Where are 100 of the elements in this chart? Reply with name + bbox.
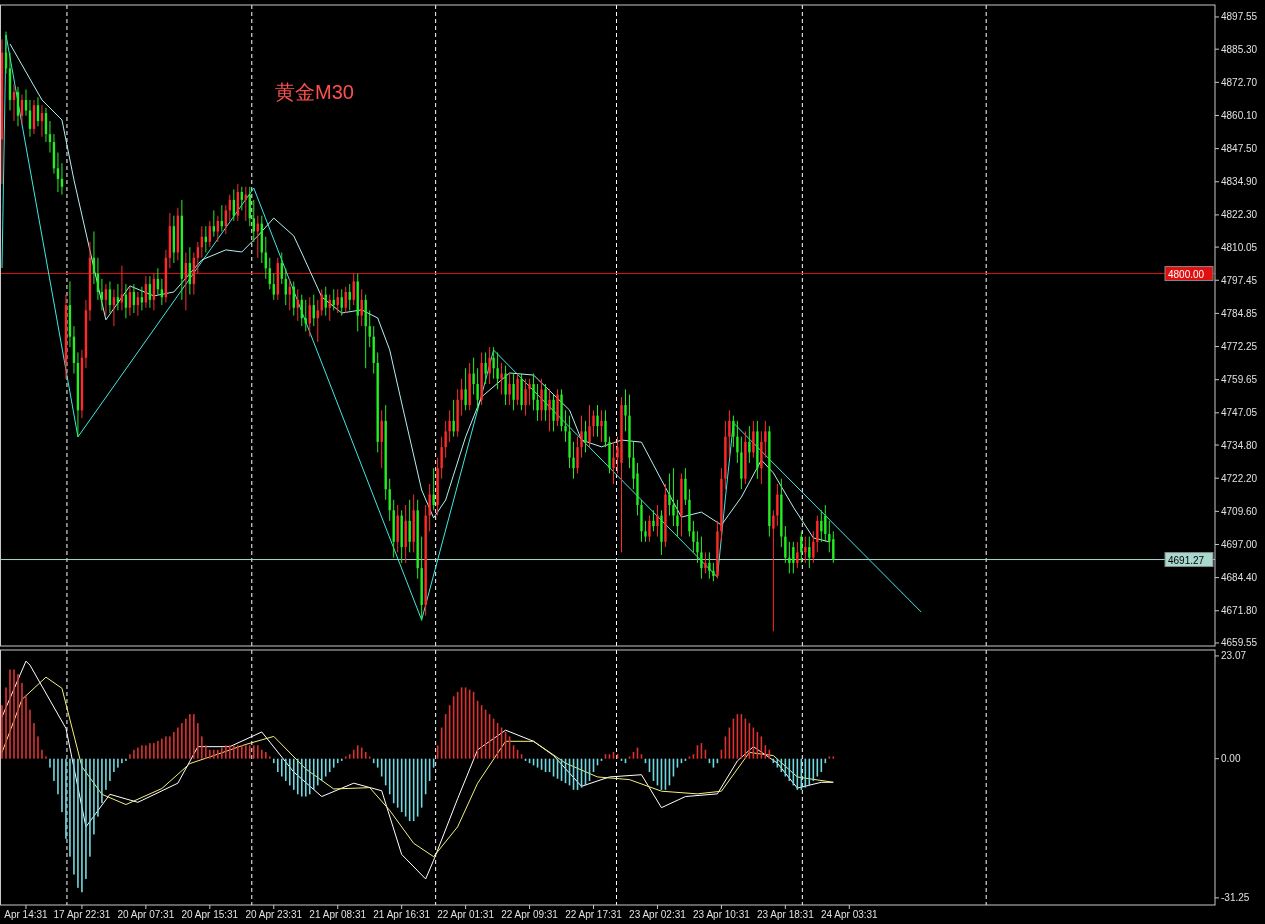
candlestick — [784, 525, 787, 564]
y-tick-label: 4671.80 — [1221, 605, 1258, 617]
candlestick — [388, 478, 391, 522]
candlestick — [812, 530, 815, 564]
ref-line-label: 4800.00 — [1168, 268, 1205, 280]
candlestick — [824, 504, 827, 543]
candlestick — [696, 530, 699, 564]
x-tick-label: 23 Apr 02:31 — [629, 909, 687, 920]
y-tick-label: 4697.00 — [1221, 538, 1258, 550]
y-tick-label: 4822.30 — [1221, 209, 1258, 221]
candlestick — [432, 467, 435, 511]
candlestick — [612, 441, 615, 485]
y-tick-label: 4860.10 — [1221, 109, 1258, 121]
candlestick — [704, 551, 707, 574]
candlestick — [500, 362, 503, 396]
y-tick-label: 4734.80 — [1221, 439, 1258, 451]
ref-line-label: 4691.27 — [1168, 554, 1205, 566]
candlestick — [536, 383, 539, 422]
y-tick-label: 4810.05 — [1221, 241, 1258, 253]
x-tick-label: 22 Apr 09:31 — [501, 909, 559, 920]
y-tick-label: 4897.55 — [1221, 11, 1258, 23]
candlestick — [460, 378, 463, 417]
candlestick — [700, 536, 703, 580]
candlestick — [572, 441, 575, 480]
candlestick — [668, 472, 671, 517]
y-tick-label: 4772.25 — [1221, 341, 1258, 353]
x-tick-label: 17 Apr 22:31 — [53, 909, 111, 920]
y-tick-label: 23.07 — [1221, 650, 1247, 662]
candlestick — [772, 509, 775, 632]
x-tick-label: 23 Apr 10:31 — [693, 909, 751, 920]
candlestick — [796, 541, 799, 569]
candlestick — [496, 351, 499, 390]
candlestick — [592, 409, 595, 438]
candlestick — [712, 562, 715, 582]
candlestick — [708, 551, 711, 580]
y-tick-label: 4709.60 — [1221, 505, 1258, 517]
x-tick-label: 22 Apr 17:31 — [565, 909, 623, 920]
candlestick — [764, 420, 767, 459]
candlestick — [440, 436, 443, 480]
candlestick — [452, 399, 455, 438]
y-tick-label: 4872.70 — [1221, 76, 1258, 88]
candlestick — [600, 409, 603, 443]
candlestick — [576, 436, 579, 474]
candlestick — [484, 351, 487, 385]
y-tick-label: 4847.50 — [1221, 143, 1258, 155]
candlestick — [596, 404, 599, 438]
candlestick — [816, 515, 819, 553]
candlestick — [380, 409, 383, 469]
candlestick — [752, 420, 755, 459]
y-tick-label: 4684.40 — [1221, 572, 1258, 584]
candlestick — [732, 415, 735, 448]
candlestick — [692, 520, 695, 553]
candlestick — [508, 373, 511, 406]
x-tick-label: 24 Apr 03:31 — [820, 909, 879, 920]
y-tick-label: -31.25 — [1221, 892, 1250, 904]
candlestick — [528, 378, 531, 406]
candlestick — [672, 467, 675, 527]
candlestick — [728, 409, 731, 459]
candlestick — [428, 483, 431, 532]
candlestick — [304, 299, 307, 332]
candlestick — [776, 483, 779, 527]
x-tick-label: 23 Apr 18:31 — [756, 909, 815, 920]
candlestick — [580, 415, 583, 459]
candlestick — [472, 357, 475, 396]
candlestick — [512, 373, 515, 411]
line-series — [9, 43, 830, 543]
candlestick — [736, 420, 739, 464]
candlestick — [368, 309, 371, 348]
y-tick-label: 4784.85 — [1221, 307, 1258, 319]
candlestick — [532, 373, 535, 411]
x-tick-label: 20 Apr 15:31 — [181, 909, 239, 920]
candlestick — [652, 509, 655, 532]
candlestick — [564, 409, 567, 443]
candlestick — [644, 520, 647, 543]
candlestick — [444, 420, 447, 459]
text: 黄金M30 — [275, 81, 354, 103]
candlestick — [464, 367, 467, 411]
candlestick — [788, 541, 791, 574]
candlestick — [792, 541, 795, 574]
x-tick-label: 20 Apr 23:31 — [245, 909, 303, 920]
x-tick-label: Apr 14:31 — [4, 909, 49, 920]
candlestick — [504, 365, 507, 406]
y-tick-label: 4747.05 — [1221, 407, 1258, 419]
candlestick — [624, 388, 627, 432]
candlestick — [820, 509, 823, 543]
x-tick-label: 22 Apr 01:31 — [437, 909, 495, 920]
y-tick-label: 4722.20 — [1221, 472, 1258, 484]
candlestick — [540, 378, 543, 422]
candlestick — [476, 367, 479, 411]
candlestick — [408, 499, 411, 553]
candlestick — [552, 394, 555, 432]
y-tick-label: 4797.45 — [1221, 274, 1258, 286]
line-series — [1, 676, 834, 858]
y-tick-label: 4759.65 — [1221, 374, 1258, 386]
candlestick — [588, 404, 591, 448]
y-tick-label: 4834.90 — [1221, 176, 1258, 188]
x-tick-label: 21 Apr 16:31 — [373, 909, 431, 920]
candlestick — [548, 388, 551, 432]
candlestick — [488, 346, 491, 385]
x-tick-label: 21 Apr 08:31 — [309, 909, 367, 920]
